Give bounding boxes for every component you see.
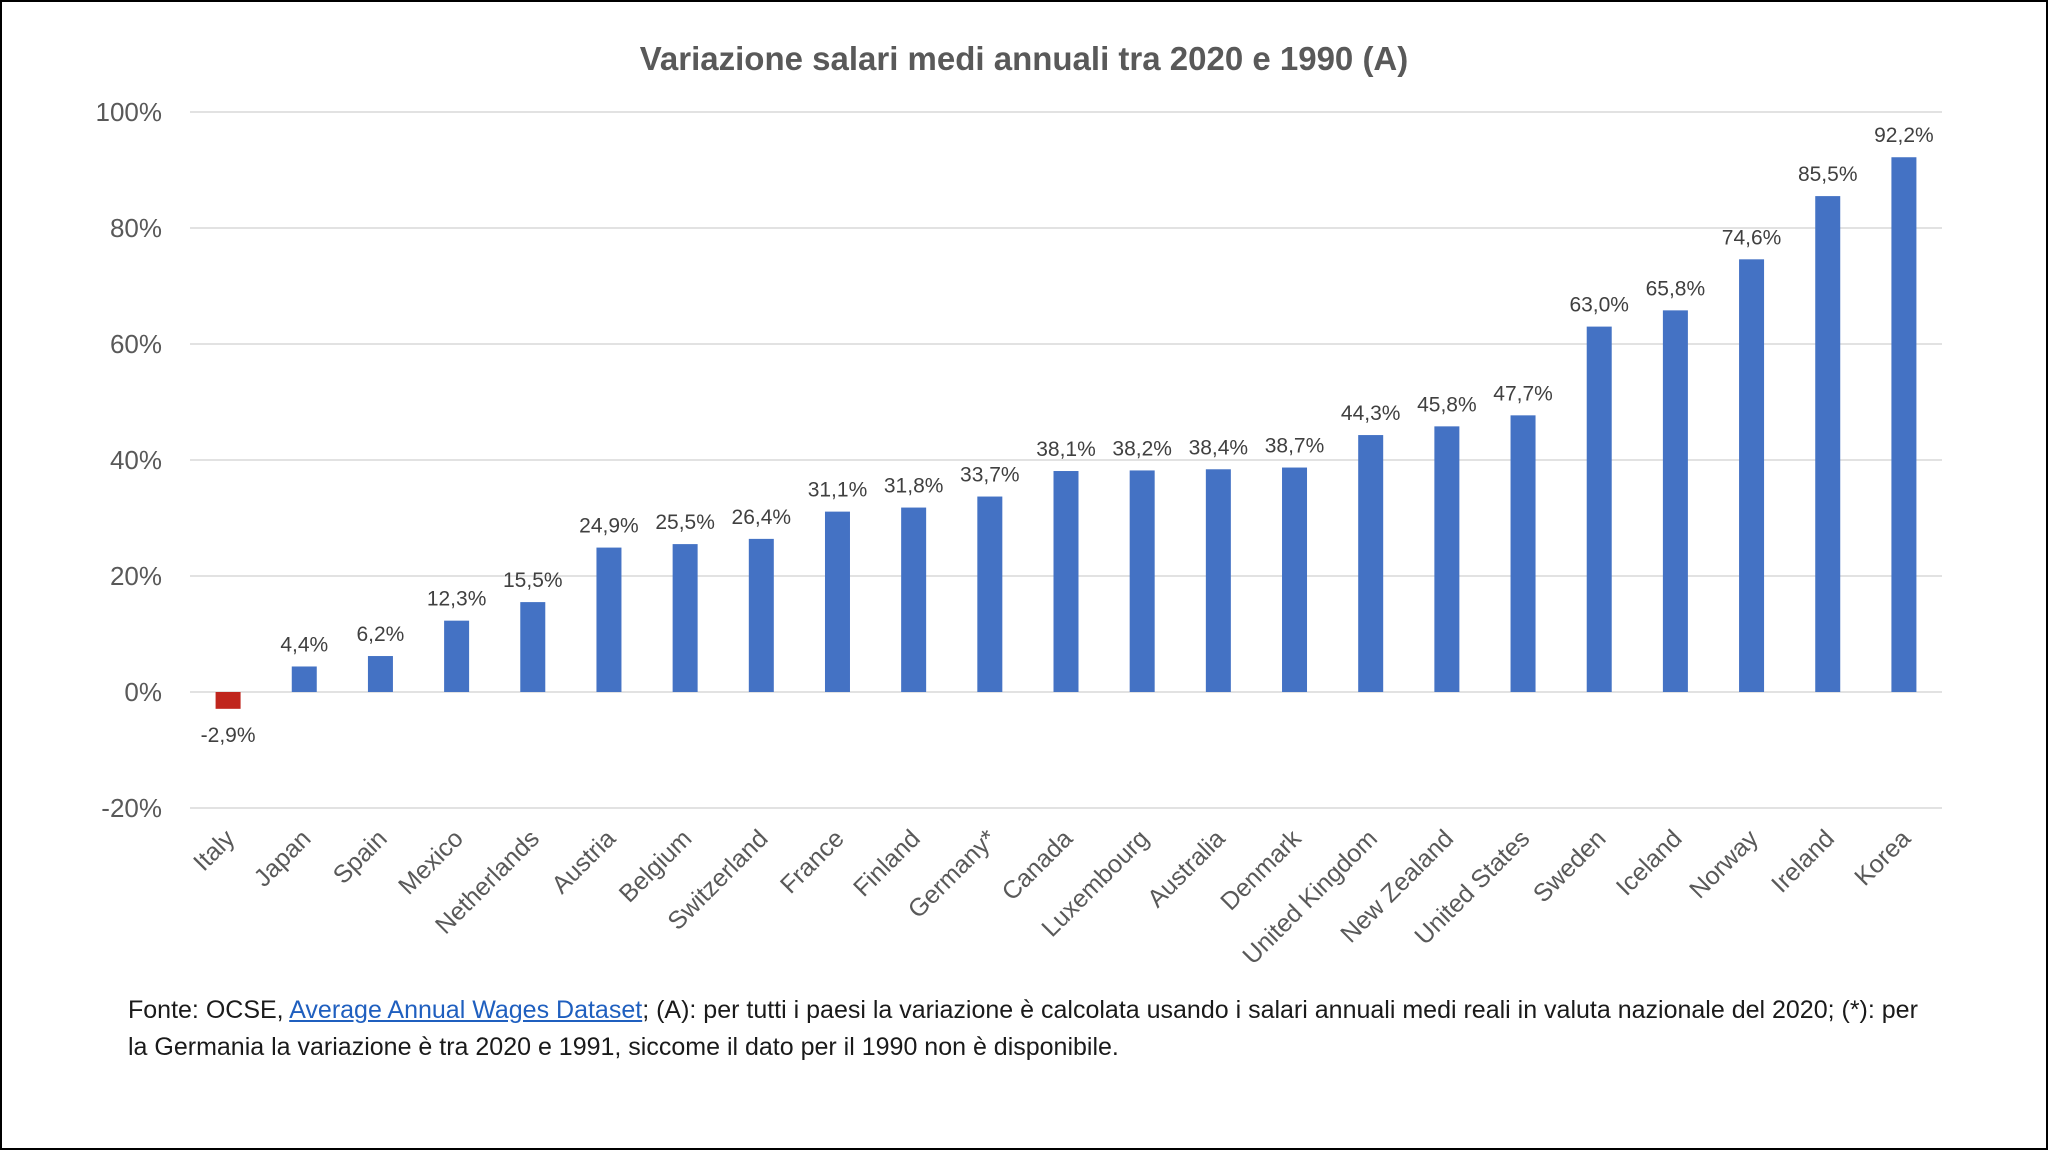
y-tick-label: 80% — [110, 213, 162, 243]
y-tick-label: 60% — [110, 329, 162, 359]
x-tick-label: Japan — [249, 824, 317, 892]
data-label: 12,3% — [427, 588, 487, 611]
data-label: 45,8% — [1417, 393, 1477, 416]
bar-australia — [1205, 469, 1231, 692]
data-label: 31,8% — [884, 475, 944, 498]
bar-spain — [367, 656, 393, 692]
bar-denmark — [1282, 467, 1308, 692]
bar-austria — [596, 547, 622, 692]
bar-norway — [1739, 259, 1765, 692]
data-label: 38,1% — [1036, 438, 1096, 461]
bar-luxembourg — [1129, 470, 1155, 692]
data-label: -2,9% — [201, 724, 256, 747]
bar-finland — [901, 507, 927, 692]
x-tick-label: Ireland — [1766, 824, 1840, 898]
x-tick-label: Mexico — [393, 824, 469, 900]
footnote-suffix: ; (A): per tutti i paesi la variazione è… — [128, 996, 1918, 1061]
bar-france — [824, 511, 850, 692]
data-labels: -2,9% 4,4% 6,2% 12,3% 15,5% 24,9% 25,5% 26,4% 31… — [201, 124, 1934, 747]
bar-ireland — [1815, 196, 1841, 692]
bar-united-states — [1510, 415, 1536, 692]
bar-korea — [1891, 157, 1917, 693]
x-tick-label: Norway — [1684, 824, 1764, 904]
chart-title: Variazione salari medi annuali tra 2020 … — [640, 40, 1409, 77]
bar-sweden — [1586, 326, 1612, 692]
bar-netherlands — [520, 602, 546, 692]
data-label: 4,4% — [280, 633, 328, 656]
data-label: 26,4% — [732, 506, 792, 529]
x-tick-label: France — [775, 824, 850, 899]
bar-iceland — [1662, 310, 1688, 692]
dataset-link[interactable]: Average Annual Wages Dataset — [289, 996, 643, 1024]
bar-mexico — [444, 620, 470, 692]
bar-germany — [977, 496, 1003, 692]
source-footnote: Fonte: OCSE, Average Annual Wages Datase… — [128, 992, 1928, 1066]
x-tick-label: Finland — [848, 824, 926, 902]
data-label: 25,5% — [655, 511, 715, 534]
y-tick-label: 0% — [124, 677, 162, 707]
bar-switzerland — [748, 538, 774, 692]
data-label: 33,7% — [960, 464, 1020, 487]
x-tick-label: Australia — [1142, 824, 1231, 913]
data-label: 47,7% — [1493, 382, 1553, 405]
data-label: 63,0% — [1569, 294, 1629, 317]
bar-canada — [1053, 471, 1079, 692]
y-tick-label: -20% — [101, 793, 162, 823]
data-label: 24,9% — [579, 515, 639, 538]
data-label: 92,2% — [1874, 124, 1934, 147]
gridlines — [190, 111, 1942, 809]
y-tick-label: 20% — [110, 561, 162, 591]
bar-belgium — [672, 544, 698, 692]
bars — [215, 157, 1917, 709]
x-tick-label: Italy — [188, 824, 241, 877]
y-axis-ticks: -20% 0% 20% 40% 60% 80% 100% — [96, 97, 163, 823]
y-tick-label: 40% — [110, 445, 162, 475]
data-label: 44,3% — [1341, 402, 1401, 425]
x-tick-label: Sweden — [1528, 824, 1612, 908]
data-label: 6,2% — [356, 623, 404, 646]
bar-italy — [215, 692, 241, 709]
x-tick-label: Spain — [328, 824, 393, 889]
x-tick-label: Austria — [546, 824, 621, 899]
bar-new-zealand — [1434, 426, 1460, 692]
data-label: 31,1% — [808, 479, 868, 502]
footnote-prefix: Fonte: OCSE, — [128, 996, 290, 1024]
x-tick-label: Iceland — [1611, 824, 1688, 901]
data-label: 38,4% — [1189, 436, 1249, 459]
data-label: 15,5% — [503, 569, 563, 592]
data-label: 85,5% — [1798, 163, 1858, 186]
y-tick-label: 100% — [96, 97, 163, 127]
data-label: 38,7% — [1265, 435, 1325, 458]
data-label: 65,8% — [1646, 277, 1706, 300]
x-tick-label: Korea — [1849, 824, 1916, 891]
x-tick-label: United Kingdom — [1237, 824, 1383, 970]
data-label: 74,6% — [1722, 226, 1782, 249]
bar-japan — [291, 666, 317, 692]
bar-united-kingdom — [1358, 435, 1384, 692]
data-label: 38,2% — [1112, 437, 1172, 460]
